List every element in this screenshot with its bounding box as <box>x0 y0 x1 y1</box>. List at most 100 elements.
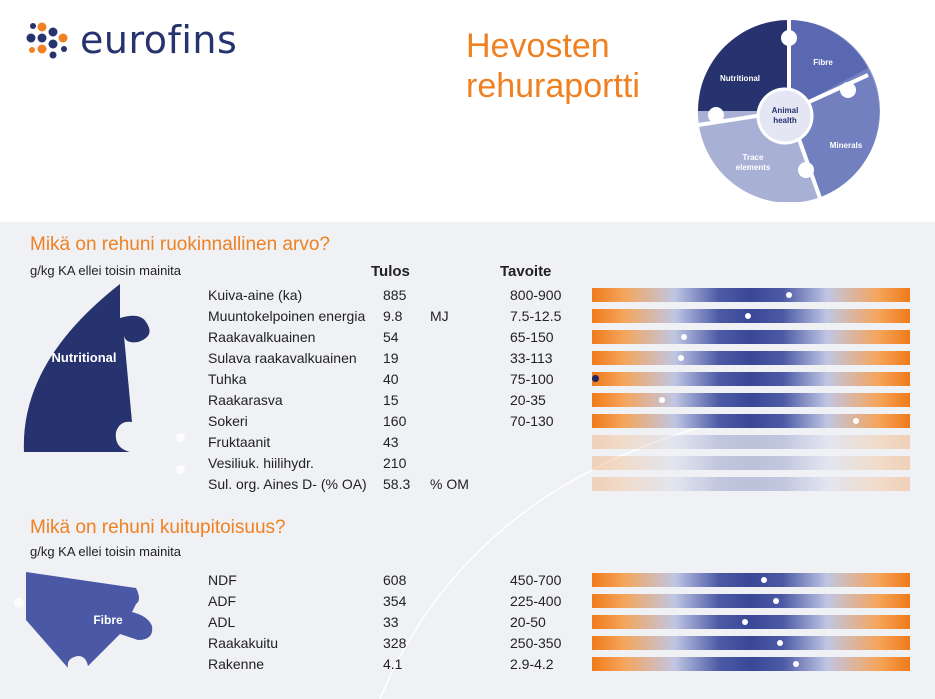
row-value: 40 <box>383 371 399 387</box>
value-marker <box>786 292 793 298</box>
range-bar <box>592 657 910 671</box>
wheel-label-nutritional: Nutritional <box>720 74 760 83</box>
table-row: Raakarasva 15 20-35 <box>0 390 935 411</box>
background-arc <box>379 417 736 699</box>
range-bar <box>592 330 910 344</box>
row-value: 885 <box>383 287 407 303</box>
eurofins-dots-icon <box>26 22 68 59</box>
column-header-result: Tulos <box>371 263 410 280</box>
fibre-puzzle-piece: Fibre <box>26 572 153 668</box>
row-name: Rakenne <box>208 656 265 672</box>
value-marker <box>852 418 859 424</box>
row-value: 58.3 <box>383 476 411 492</box>
value-marker <box>658 397 665 403</box>
row-value: 43 <box>383 434 399 450</box>
range-bar <box>592 351 910 365</box>
value-marker <box>773 598 780 604</box>
row-value: 9.8 <box>383 308 403 324</box>
fibre-section-title: Mikä on rehuni kuitupitoisuus? <box>30 517 286 538</box>
row-unit: % OM <box>430 476 469 492</box>
range-bar <box>592 393 910 407</box>
table-row: Muuntokelpoinen energia 9.8 MJ 7.5-12.5 <box>0 306 935 327</box>
range-bar <box>592 414 910 428</box>
table-row: Vesiliuk. hiilihydr. 210 <box>0 453 935 474</box>
row-target: 2.9-4.2 <box>510 656 554 672</box>
range-bar <box>592 435 910 449</box>
row-name: Sul. org. Aines D- (% OA) <box>208 476 367 492</box>
row-name: Fruktaanit <box>208 434 271 450</box>
row-name: Muuntokelpoinen energia <box>208 308 366 324</box>
row-target: 225-400 <box>510 593 562 609</box>
range-bar <box>592 573 910 587</box>
row-value: 4.1 <box>383 656 403 672</box>
row-name: Sokeri <box>208 413 248 429</box>
row-value: 160 <box>383 413 407 429</box>
row-name: Sulava raakavalkuainen <box>208 350 357 366</box>
table-row: Raakavalkuainen 54 65-150 <box>0 327 935 348</box>
nutrition-subtitle: g/kg KA ellei toisin mainita <box>30 263 182 278</box>
row-name: Vesiliuk. hiilihydr. <box>208 455 314 471</box>
table-row: Sul. org. Aines D- (% OA) 58.3 % OM <box>0 474 935 495</box>
range-bar <box>592 288 910 302</box>
column-header-target: Tavoite <box>500 263 552 280</box>
row-name: NDF <box>208 572 237 588</box>
wheel-label-minerals: Minerals <box>830 141 863 150</box>
range-bar <box>592 636 910 650</box>
title-line-1: Hevosten <box>466 27 610 65</box>
row-target: 70-130 <box>510 413 554 429</box>
row-target: 450-700 <box>510 572 562 588</box>
table-row: Kuiva-aine (ka) 885 800-900 <box>0 285 935 306</box>
decor-dot <box>176 465 185 474</box>
table-row: Sokeri 160 70-130 <box>0 411 935 432</box>
row-target: 250-350 <box>510 635 562 651</box>
row-value: 210 <box>383 455 407 471</box>
row-name: Raakakuitu <box>208 635 279 651</box>
decor-dot <box>14 598 24 608</box>
row-value: 33 <box>383 614 399 630</box>
value-marker <box>681 334 688 340</box>
row-target: 33-113 <box>510 350 553 366</box>
row-target: 7.5-12.5 <box>510 308 562 324</box>
table-row: Fruktaanit 43 <box>0 432 935 453</box>
nutritional-puzzle-piece: Nutritional <box>23 284 150 452</box>
row-target: 20-50 <box>510 614 546 630</box>
row-value: 19 <box>383 350 399 366</box>
nutritional-piece-label: Nutritional <box>52 350 117 365</box>
wheel-label-trace: Trace <box>743 153 764 162</box>
row-name: Tuhka <box>208 371 247 387</box>
table-row: Rakenne 4.1 2.9-4.2 <box>0 654 935 675</box>
table-row: Raakakuitu 328 250-350 <box>0 633 935 654</box>
fibre-piece-label: Fibre <box>93 613 123 627</box>
row-name: Raakarasva <box>208 392 283 408</box>
value-marker <box>678 355 685 361</box>
range-bar <box>592 372 910 386</box>
range-bar <box>592 309 910 323</box>
row-name: Raakavalkuainen <box>208 329 316 345</box>
logo-text: eurofins <box>80 18 238 62</box>
row-value: 54 <box>383 329 399 345</box>
row-value: 354 <box>383 593 407 609</box>
row-target: 800-900 <box>510 287 562 303</box>
value-marker <box>592 375 600 382</box>
table-row: ADF 354 225-400 <box>0 591 935 612</box>
wheel-center-line1: Animal <box>772 106 799 115</box>
wheel-segment-fibre <box>789 20 868 111</box>
table-row: Sulava raakavalkuainen 19 33-113 <box>0 348 935 369</box>
decor-dot <box>176 433 185 442</box>
wheel-label-fibre: Fibre <box>813 58 833 67</box>
wheel-segment-nutritional <box>698 20 789 111</box>
table-row: ADL 33 20-50 <box>0 612 935 633</box>
value-marker <box>776 640 783 646</box>
row-value: 608 <box>383 572 407 588</box>
report-title: Hevosten rehuraportti <box>466 26 640 106</box>
wheel-center-line2: health <box>773 116 797 125</box>
wheel-label-elements: elements <box>736 163 771 172</box>
value-marker <box>792 661 799 667</box>
row-name: ADF <box>208 593 236 609</box>
range-bar <box>592 456 910 470</box>
value-marker <box>741 619 748 625</box>
row-value: 328 <box>383 635 407 651</box>
table-row: NDF 608 450-700 <box>0 570 935 591</box>
table-row: Tuhka 40 75-100 <box>0 369 935 390</box>
row-value: 15 <box>383 392 399 408</box>
